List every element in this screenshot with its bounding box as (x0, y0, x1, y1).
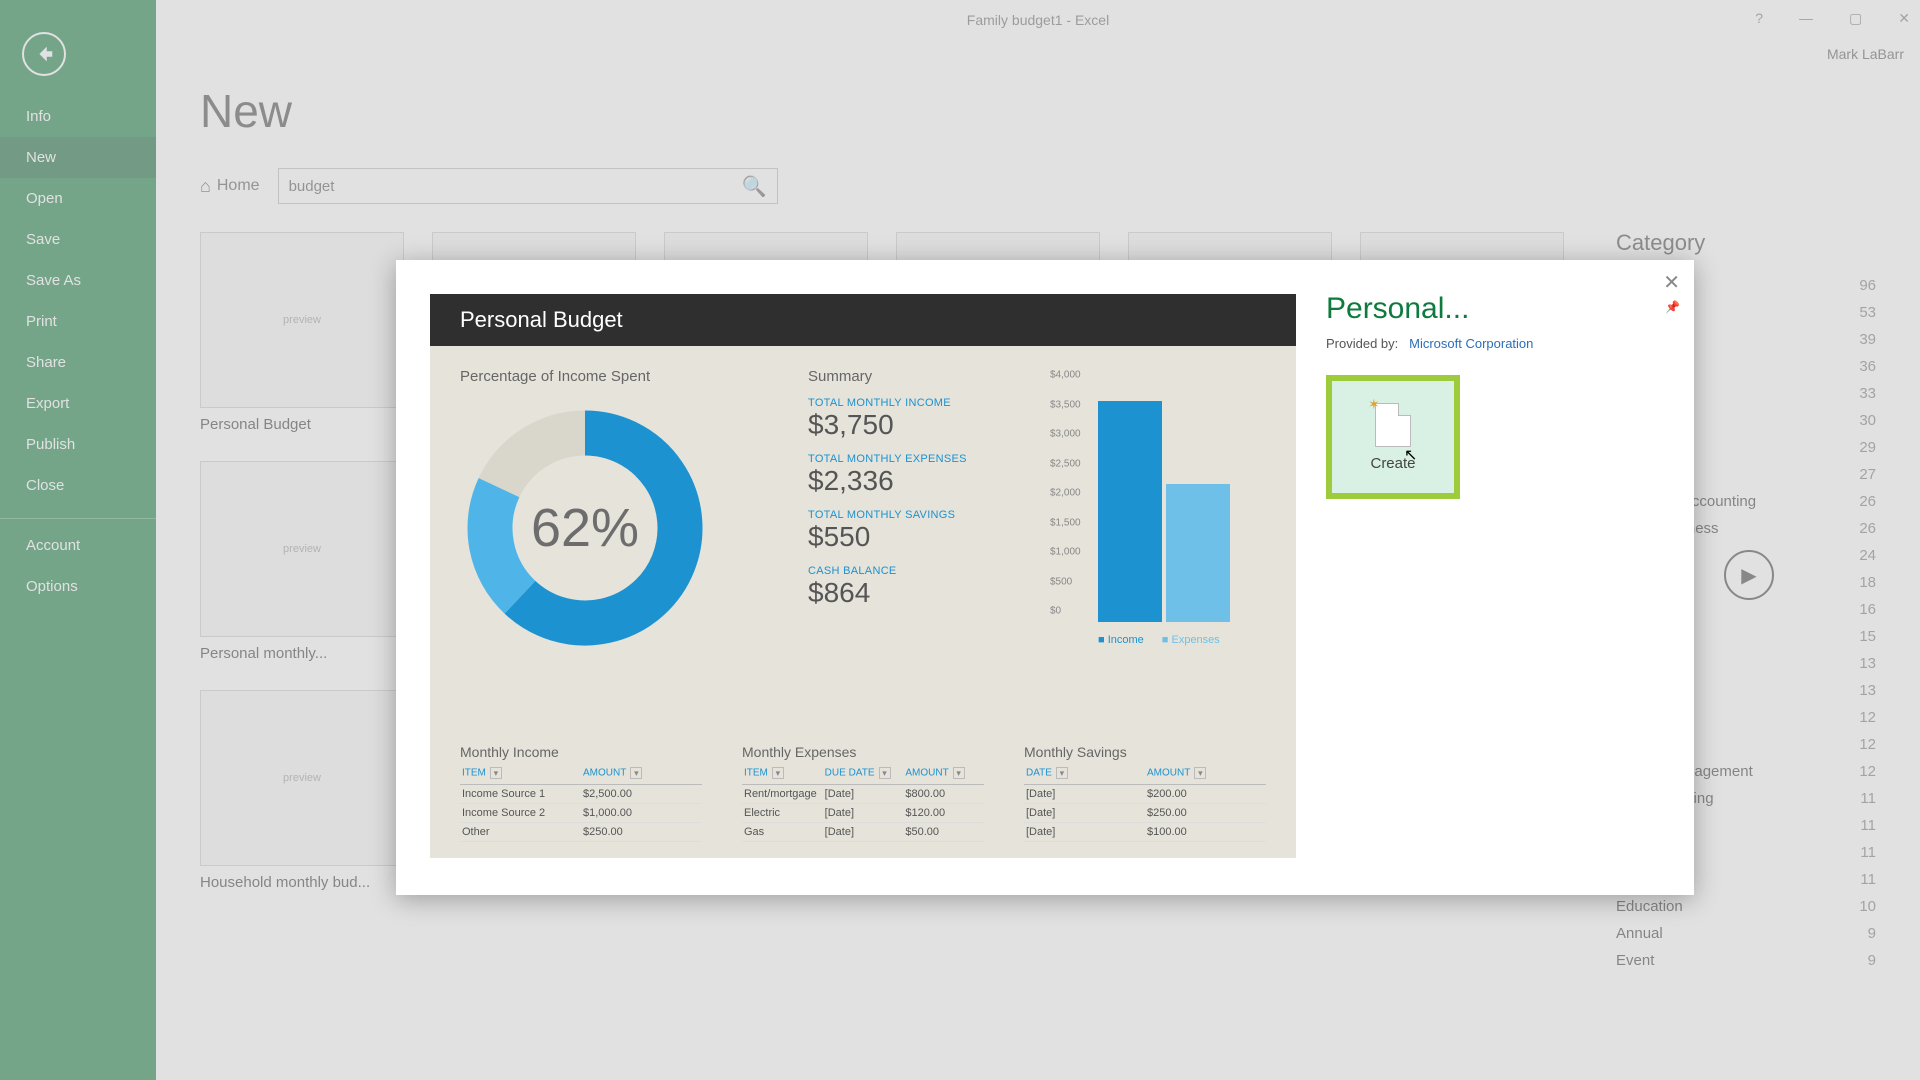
table-row: Gas[Date]$50.00 (742, 823, 984, 842)
cursor-icon: ↖ (1404, 445, 1417, 465)
bar-chart: $0$500$1,000$1,500$2,000$2,500$3,000$3,5… (1050, 386, 1270, 646)
table-row: [Date]$250.00 (1024, 804, 1266, 823)
preview-header: Personal Budget (430, 294, 1296, 346)
stat-value: $864 (808, 577, 967, 609)
table-row: Other$250.00 (460, 823, 702, 842)
donut-chart: 62% (460, 403, 710, 653)
table-row: Income Source 2$1,000.00 (460, 804, 702, 823)
stat-value: $550 (808, 521, 967, 553)
modal-side-panel: Personal... Provided by: Microsoft Corpo… (1326, 292, 1674, 499)
table-row: Income Source 1$2,500.00 (460, 785, 702, 804)
table-row: Electric[Date]$120.00 (742, 804, 984, 823)
mini-table: Monthly ExpensesITEM▾DUE DATE▾AMOUNT▾Ren… (742, 744, 984, 842)
provided-by: Provided by: Microsoft Corporation (1326, 336, 1674, 351)
table-row: [Date]$200.00 (1024, 785, 1266, 804)
template-preview: Personal Budget Percentage of Income Spe… (430, 294, 1296, 858)
modal-template-title: Personal... (1326, 292, 1674, 326)
bar (1098, 401, 1162, 622)
stat-label: TOTAL MONTHLY INCOME (808, 397, 967, 409)
stat-label: TOTAL MONTHLY EXPENSES (808, 453, 967, 465)
stat-value: $3,750 (808, 409, 967, 441)
table-row: Rent/mortgage[Date]$800.00 (742, 785, 984, 804)
stat-label: TOTAL MONTHLY SAVINGS (808, 509, 967, 521)
create-button[interactable]: Create ↖ (1326, 375, 1460, 499)
bar (1166, 484, 1230, 622)
stat-value: $2,336 (808, 465, 967, 497)
document-icon (1375, 403, 1411, 447)
summary-block: Summary TOTAL MONTHLY INCOME$3,750 TOTAL … (808, 368, 967, 609)
template-preview-modal: ✕ 📌 Personal Budget Percentage of Income… (396, 260, 1694, 895)
stat-label: CASH BALANCE (808, 565, 967, 577)
next-template-button[interactable]: ▶ (1724, 550, 1774, 600)
mini-table: Monthly SavingsDATE▾AMOUNT▾[Date]$200.00… (1024, 744, 1266, 842)
summary-title: Summary (808, 368, 967, 385)
mini-table: Monthly IncomeITEM▾AMOUNT▾Income Source … (460, 744, 702, 842)
tables-row: Monthly IncomeITEM▾AMOUNT▾Income Source … (460, 744, 1266, 842)
donut-value: 62% (460, 403, 710, 653)
provider-link[interactable]: Microsoft Corporation (1409, 336, 1533, 351)
table-row: [Date]$100.00 (1024, 823, 1266, 842)
